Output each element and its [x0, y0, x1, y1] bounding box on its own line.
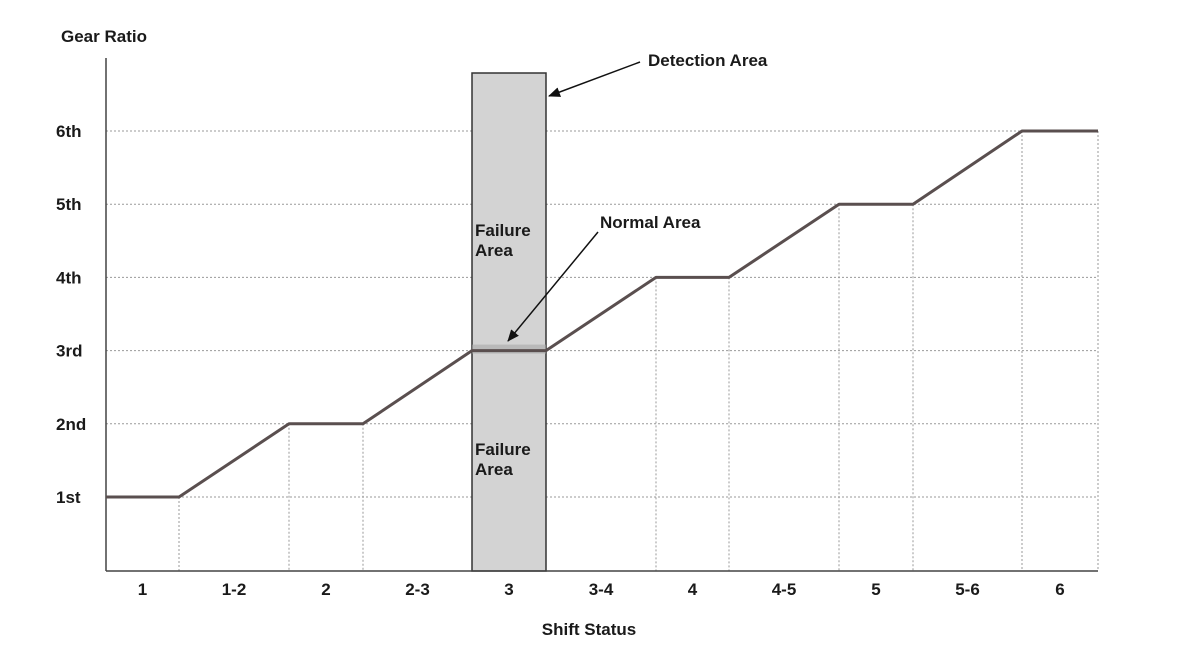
series-line-group [106, 129, 1098, 499]
x-tick-label: 3-4 [589, 580, 614, 599]
x-tick-label: 2 [321, 580, 330, 599]
detection-area-label: Detection Area [648, 51, 768, 70]
x-tick-label: 4-5 [772, 580, 797, 599]
x-tick-label: 5 [871, 580, 880, 599]
x-tick-label: 2-3 [405, 580, 430, 599]
y-tick-label: 3rd [56, 342, 82, 361]
failure-area-lower-label: Failure Area [475, 440, 531, 479]
x-tick-label: 1-2 [222, 580, 247, 599]
x-tick-label: 3 [504, 580, 513, 599]
detection-area-arrow [548, 61, 641, 97]
failure-area-lower-label-line: Failure [475, 440, 531, 459]
y-tick-label: 2nd [56, 415, 86, 434]
detection-area-rect [471, 72, 547, 572]
x-tick-label: 6 [1055, 580, 1064, 599]
failure-area-upper-label: Failure Area [475, 221, 531, 260]
failure-area-upper-label-line: Failure [475, 221, 531, 240]
x-axis-title: Shift Status [542, 620, 636, 639]
y-tick-label: 1st [56, 488, 81, 507]
y-tick-label: 5th [56, 195, 82, 214]
failure-area-upper-label-line: Area [475, 241, 513, 260]
grid-lines [106, 130, 1099, 571]
tick-labels: 1st 2nd 3rd 4th 5th 6th 1 1-2 2 2-3 3 3-4 4 4-5 5 5-6 6 [56, 122, 1065, 599]
normal-area-arrow [507, 231, 599, 342]
y-tick-label: 4th [56, 268, 82, 287]
normal-area-label: Normal Area [600, 213, 701, 232]
y-tick-label: 6th [56, 122, 82, 141]
x-tick-label: 1 [138, 580, 147, 599]
failure-area-lower-label-line: Area [475, 460, 513, 479]
x-tick-label: 5-6 [955, 580, 980, 599]
y-axis-title: Gear Ratio [61, 27, 147, 46]
gear-ratio-line [106, 129, 1098, 499]
axes [105, 58, 1098, 572]
detection-area-group [471, 72, 547, 572]
x-tick-label: 4 [688, 580, 698, 599]
